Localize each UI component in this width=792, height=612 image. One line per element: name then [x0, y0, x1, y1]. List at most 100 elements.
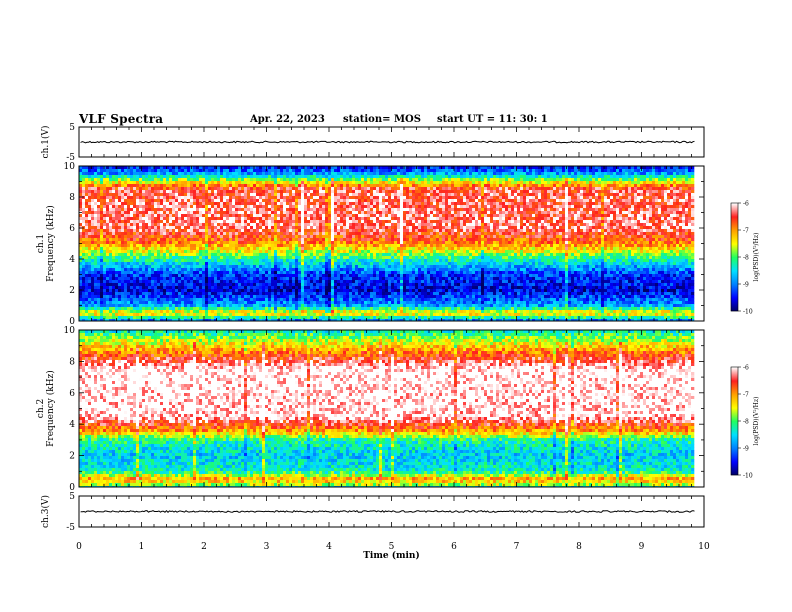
spectrogram-cell [148, 283, 152, 287]
spectrogram-cell [271, 199, 275, 203]
spectrogram-cell [307, 244, 311, 248]
spectrogram-cell [238, 280, 242, 284]
spectrogram-cell [253, 283, 257, 287]
spectrogram-cell [271, 247, 275, 251]
spectrogram-cell [226, 250, 230, 254]
spectrogram-cell [241, 283, 245, 287]
spectrogram-cell [280, 217, 284, 221]
spectrogram-cell [247, 313, 251, 317]
spectrogram-cell [280, 316, 284, 320]
spectrogram-cell [151, 202, 155, 206]
spectrogram-cell [148, 259, 152, 263]
spectrogram-cell [106, 184, 110, 188]
spectrogram-cell [280, 250, 284, 254]
spectrogram-cell [127, 268, 131, 272]
spectrogram-cell [268, 277, 272, 281]
spectrogram-cell [181, 319, 185, 321]
spectrogram-cell [343, 193, 347, 197]
spectrogram-cell [337, 238, 341, 242]
spectrogram-cell [199, 199, 203, 203]
spectrogram-cell [145, 214, 149, 218]
spectrogram-cell [286, 187, 290, 191]
spectrogram-cell [331, 268, 335, 272]
spectrogram-cell [181, 292, 185, 296]
spectrogram-cell [172, 220, 176, 224]
spectrogram-cell [358, 286, 362, 290]
spectrogram-cell [220, 184, 224, 188]
spectrogram-cell [109, 274, 113, 278]
spectrogram-cell [121, 301, 125, 305]
spectrogram-cell [178, 166, 182, 170]
spectrogram-cell [181, 187, 185, 191]
spectrogram-cell [160, 265, 164, 269]
spectrogram-cell [349, 253, 353, 257]
spectrogram-cell [139, 166, 143, 170]
spectrogram-cell [292, 226, 296, 230]
spectrogram-cell [292, 247, 296, 251]
spectrogram-cell [268, 253, 272, 257]
spectrogram-cell [250, 277, 254, 281]
spectrogram-cell [160, 286, 164, 290]
spectrogram-cell [256, 286, 260, 290]
spectrogram-cell [175, 235, 179, 239]
spectrogram-cell [271, 292, 275, 296]
spectrogram-cell [88, 298, 92, 302]
spectrogram-cell [91, 307, 95, 311]
spectrogram-cell [94, 244, 98, 248]
spectrogram-cell [256, 184, 260, 188]
spectrogram-cell [124, 172, 128, 176]
spectrogram-cell [307, 298, 311, 302]
spectrogram-cell [334, 187, 338, 191]
spectrogram-cell [220, 175, 224, 179]
spectrogram-cell [253, 280, 257, 284]
spectrogram-cell [160, 307, 164, 311]
spectrogram-cell [310, 229, 314, 233]
spectrogram-cell [334, 181, 338, 185]
spectrogram-cell [277, 190, 281, 194]
spectrogram-cell [139, 265, 143, 269]
spectrogram-cell [256, 199, 260, 203]
spectrogram-cell [319, 274, 323, 278]
spectrogram-cell [217, 238, 221, 242]
spectrogram-cell [148, 217, 152, 221]
spectrogram-cell [271, 277, 275, 281]
spectrogram-cell [235, 220, 239, 224]
spectrogram-cell [160, 298, 164, 302]
spectrogram-cell [148, 223, 152, 227]
spectrogram-cell [109, 307, 113, 311]
spectrogram-cell [94, 292, 98, 296]
spectrogram-cell [319, 211, 323, 215]
spectrogram-cell [178, 265, 182, 269]
spectrogram-cell [262, 199, 266, 203]
spectrogram-cell [214, 193, 218, 197]
spectrogram-cell [349, 217, 353, 221]
spectrogram-cell [109, 217, 113, 221]
spectrogram-cell [301, 232, 305, 236]
spectrogram-cell [91, 280, 95, 284]
spectrogram-cell [304, 184, 308, 188]
spectrogram-cell [328, 283, 332, 287]
spectrogram-cell [343, 211, 347, 215]
spectrogram-cell [154, 172, 158, 176]
spectrogram-cell [214, 220, 218, 224]
spectrogram-cell [343, 238, 347, 242]
spectrogram-cell [178, 247, 182, 251]
spectrogram-cell [145, 265, 149, 269]
spectrogram-cell [157, 178, 161, 182]
spectrogram-cell [88, 253, 92, 257]
spectrogram-cell [217, 319, 221, 321]
spectrogram-cell [337, 262, 341, 266]
spectrogram-cell [190, 211, 194, 215]
spectrogram-cell [331, 193, 335, 197]
spectrogram-cell [85, 301, 89, 305]
spectrogram-cell [322, 211, 326, 215]
spectrogram-cell [319, 307, 323, 311]
spectrogram-cell [295, 250, 299, 254]
spectrogram-cell [298, 172, 302, 176]
spectrogram-cell [79, 190, 83, 194]
spectrogram-cell [346, 250, 350, 254]
spectrogram-cell [238, 229, 242, 233]
spectrogram-cell [274, 220, 278, 224]
spectrogram-cell [337, 319, 341, 321]
spectrogram-cell [280, 304, 284, 308]
